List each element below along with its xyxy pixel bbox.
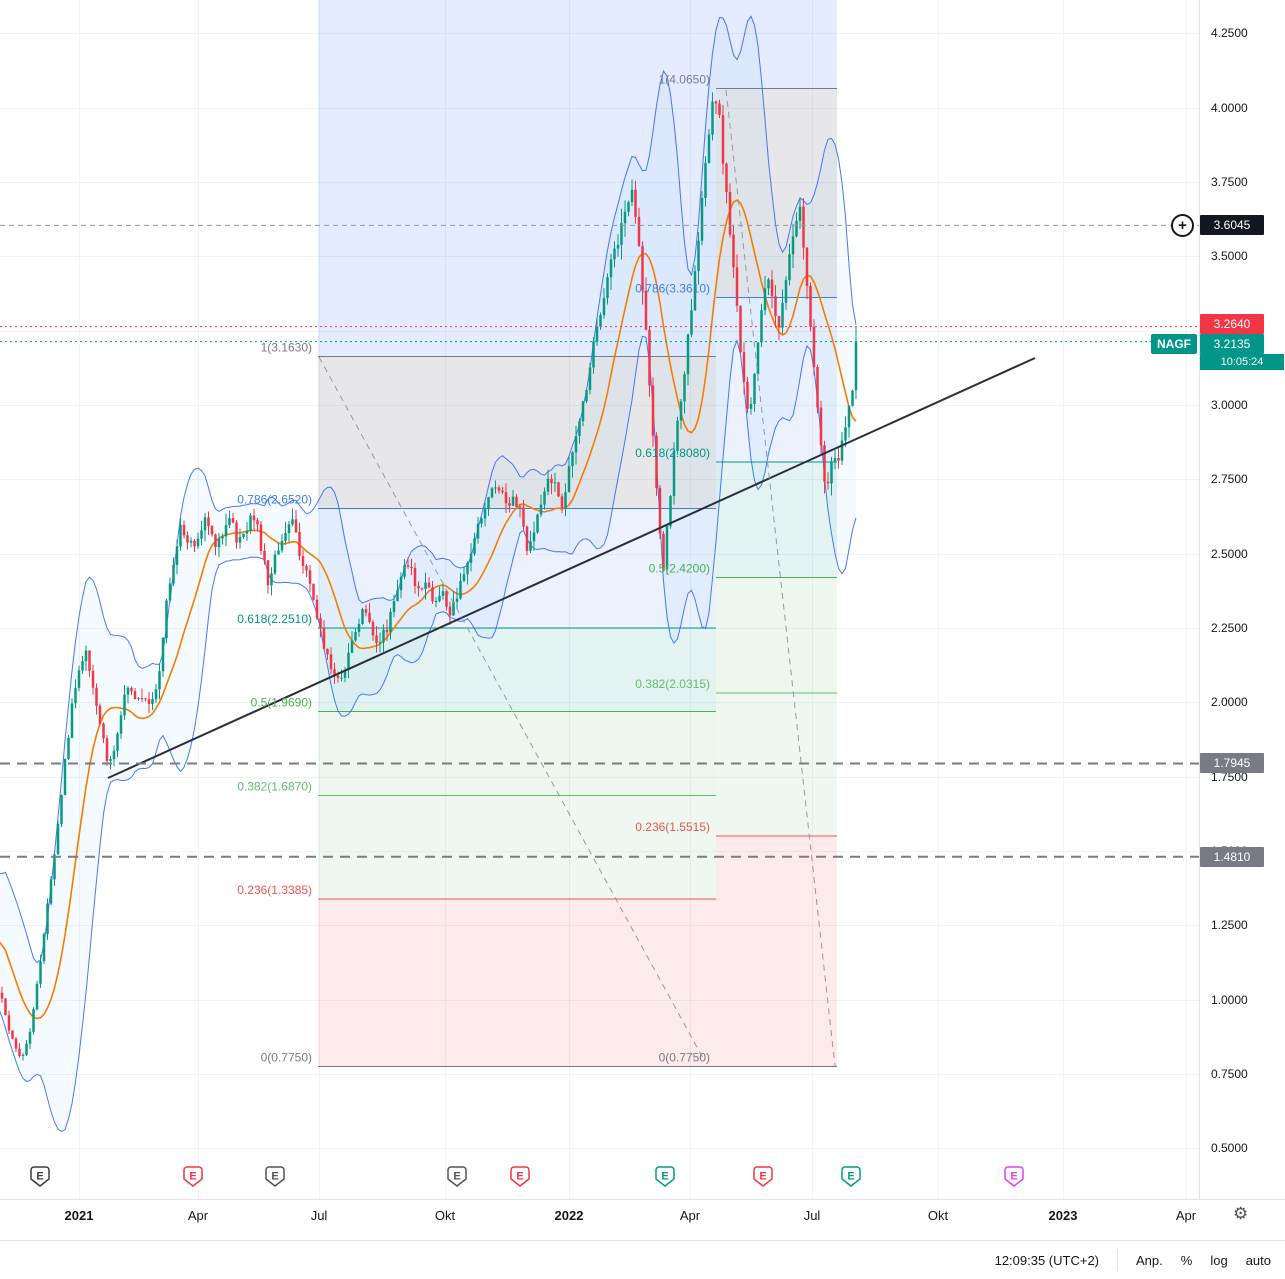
fib-level-label: 0.5(2.4200) [649, 562, 710, 576]
fib-baseline-right[interactable] [725, 89, 836, 1067]
svg-text:E: E [516, 1171, 523, 1183]
fib-level-label: 0.618(2.2510) [237, 612, 312, 626]
fib-level-label: 0.5(1.9690) [251, 696, 312, 710]
svg-text:E: E [661, 1171, 668, 1183]
fib-level-label: 0.236(1.3385) [237, 883, 312, 897]
svg-text:E: E [189, 1171, 196, 1183]
price-tick-label: 3.7500 [1211, 175, 1248, 190]
percent-scale-button[interactable]: % [1180, 1252, 1193, 1268]
earnings-marker[interactable]: E [510, 1166, 530, 1187]
fib-retracement-right-labels: 1(4.0650) 0.786(3.3610) 0.618(2.8080) 0.5(2… [635, 72, 710, 1064]
price-tick-label: 2.7500 [1211, 472, 1248, 487]
price-tick-label: 3.0000 [1211, 398, 1248, 413]
log-scale-button[interactable]: log [1210, 1252, 1228, 1268]
price-axis[interactable]: 4.25004.00003.75003.50003.25003.00002.75… [1199, 0, 1285, 1199]
horizontal-line-label-1[interactable]: 1.7945 [1200, 753, 1264, 773]
add-alert-plus-icon[interactable]: + [1171, 214, 1194, 237]
earnings-marker[interactable]: E [30, 1166, 50, 1187]
crosshair-price-label: 3.6045 [1200, 215, 1264, 235]
high-price-label: 3.2640 [1200, 314, 1264, 334]
price-tick-label: 0.7500 [1211, 1067, 1248, 1082]
fib-level-label: 0(0.7750) [659, 1051, 710, 1065]
price-tick-label: 2.5000 [1211, 546, 1248, 561]
price-tick-label: 0.5000 [1211, 1141, 1248, 1156]
time-axis[interactable]: ⚙ 2021 Apr Jul Okt 2022 Apr Jul Okt 2023 Apr [0, 1199, 1285, 1241]
time-tick-label: Apr [679, 1208, 701, 1223]
time-tick-label: Apr [187, 1208, 209, 1223]
svg-text:E: E [1010, 1171, 1017, 1183]
fib-level-label: 0.786(2.6520) [237, 493, 312, 507]
trend-line[interactable] [107, 357, 1036, 779]
svg-text:E: E [847, 1171, 854, 1183]
fib-level-label: 1(3.1630) [261, 341, 312, 355]
fib-baseline-left[interactable] [318, 356, 705, 1061]
horizontal-line-label-2[interactable]: 1.4810 [1200, 847, 1264, 867]
bar-countdown: 10:05:24 [1200, 354, 1284, 370]
fib-retracement-left-labels: 1(3.1630) 0.786(2.6520) 0.618(2.2510) 0.5(1… [237, 341, 312, 1065]
auto-scale-button[interactable]: auto [1245, 1252, 1271, 1268]
svg-text:E: E [759, 1171, 766, 1183]
price-tick-label: 4.0000 [1211, 100, 1248, 115]
fib-level-label: 0.382(1.6870) [237, 779, 312, 793]
bollinger-basis-line [0, 199, 857, 1020]
earnings-marker[interactable]: E [183, 1166, 203, 1187]
time-tick-label: Jul [803, 1208, 821, 1223]
time-tick-label: Apr [1175, 1208, 1197, 1223]
time-tick-label: 2021 [64, 1208, 94, 1223]
fib-retracement-left[interactable] [318, 0, 716, 1068]
status-separator [1117, 1249, 1119, 1271]
axis-settings-gear-icon[interactable]: ⚙ [1233, 1204, 1249, 1223]
svg-text:E: E [453, 1171, 460, 1183]
price-tick-label: 2.2500 [1211, 621, 1248, 636]
symbol-tag: NAGF [1151, 334, 1197, 354]
price-tick-label: 1.2500 [1211, 918, 1248, 933]
earnings-marker[interactable]: E [655, 1166, 675, 1187]
last-price-label: 3.2135 [1200, 334, 1264, 354]
fib-level-label: 0.236(1.5515) [635, 820, 710, 834]
fib-level-label: 0(0.7750) [261, 1051, 312, 1065]
price-tick-label: 4.2500 [1211, 26, 1248, 41]
earnings-marker[interactable]: E [447, 1166, 467, 1187]
svg-text:E: E [271, 1171, 278, 1183]
bollinger-lower-line [0, 335, 857, 1133]
price-tick-label: 3.5000 [1211, 249, 1248, 264]
earnings-marker[interactable]: E [841, 1166, 861, 1187]
earnings-marker[interactable]: E [753, 1166, 773, 1187]
svg-text:E: E [36, 1171, 43, 1183]
earnings-marker[interactable]: E [265, 1166, 285, 1187]
fib-level-label: 1(4.0650) [659, 72, 710, 86]
fib-retracement-right[interactable] [716, 0, 837, 1068]
status-bar: 12:09:35 (UTC+2) Anp. % log auto [0, 1240, 1285, 1279]
time-tick-label: 2023 [1048, 1208, 1078, 1223]
clock: 12:09:35 (UTC+2) [994, 1252, 1100, 1268]
adjust-data-button[interactable]: Anp. [1136, 1252, 1163, 1268]
fib-level-label: 0.382(2.0315) [635, 677, 710, 691]
fib-level-label: 0.618(2.8080) [635, 446, 710, 460]
candlesticks [0, 92, 858, 1061]
time-tick-label: Okt [434, 1208, 456, 1223]
price-tick-label: 1.0000 [1211, 992, 1248, 1007]
time-tick-label: Okt [927, 1208, 949, 1223]
earnings-marker[interactable]: E [1004, 1166, 1024, 1187]
time-tick-label: 2022 [554, 1208, 584, 1223]
time-tick-label: Jul [310, 1208, 328, 1223]
price-tick-label: 2.0000 [1211, 695, 1248, 710]
price-tick-label: 1.7500 [1211, 769, 1248, 784]
fib-level-label: 0.786(3.3610) [635, 282, 710, 296]
